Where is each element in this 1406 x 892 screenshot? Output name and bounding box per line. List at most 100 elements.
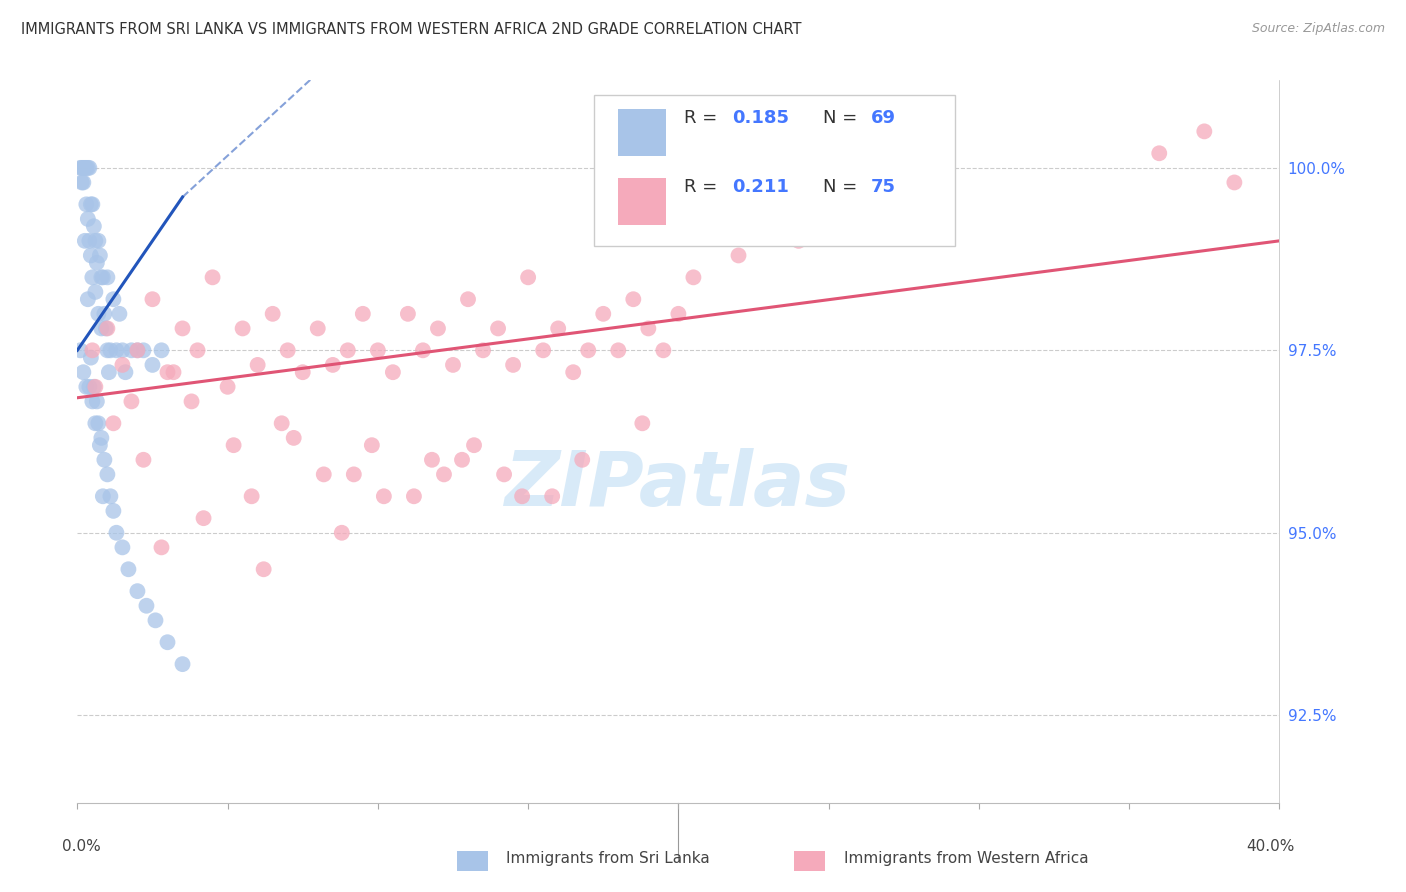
Point xyxy=(637,321,659,335)
Point xyxy=(848,161,870,175)
Point xyxy=(402,489,425,503)
Point xyxy=(457,292,479,306)
Point xyxy=(427,321,450,335)
Point xyxy=(79,234,101,248)
Point xyxy=(451,452,474,467)
Text: 0.0%: 0.0% xyxy=(62,839,101,855)
Point xyxy=(90,321,112,335)
Point xyxy=(312,467,335,482)
Point xyxy=(607,343,630,358)
Point xyxy=(96,321,118,335)
Point xyxy=(80,351,103,365)
Point xyxy=(352,307,374,321)
Point xyxy=(69,343,91,358)
Point xyxy=(127,584,149,599)
FancyBboxPatch shape xyxy=(619,178,666,225)
Point xyxy=(120,394,142,409)
Point xyxy=(75,380,97,394)
Point xyxy=(114,365,136,379)
Point xyxy=(135,599,157,613)
Point xyxy=(97,365,120,379)
Point xyxy=(87,307,110,321)
Point xyxy=(70,176,93,190)
Point xyxy=(84,417,107,431)
Point xyxy=(100,489,122,503)
Point xyxy=(150,343,173,358)
Point xyxy=(307,321,329,335)
Point xyxy=(1223,176,1246,190)
Point xyxy=(193,511,215,525)
Point xyxy=(343,467,366,482)
Text: R =: R = xyxy=(685,109,724,128)
Point xyxy=(186,343,209,358)
Text: Source: ZipAtlas.com: Source: ZipAtlas.com xyxy=(1251,22,1385,36)
Point xyxy=(90,270,112,285)
Point xyxy=(502,358,524,372)
Point xyxy=(94,321,117,335)
Point xyxy=(571,452,593,467)
Point xyxy=(156,635,179,649)
Point xyxy=(141,358,163,372)
Point xyxy=(132,452,155,467)
Point xyxy=(75,197,97,211)
Point xyxy=(79,161,101,175)
Point xyxy=(517,270,540,285)
Point xyxy=(80,248,103,262)
Point xyxy=(111,541,134,555)
Point xyxy=(70,161,93,175)
Point xyxy=(547,321,569,335)
Point xyxy=(787,234,810,248)
Point xyxy=(240,489,263,503)
Point xyxy=(108,307,131,321)
Text: Immigrants from Sri Lanka: Immigrants from Sri Lanka xyxy=(506,851,710,865)
FancyBboxPatch shape xyxy=(595,95,955,246)
Point xyxy=(253,562,276,576)
Point xyxy=(84,234,107,248)
Point xyxy=(96,467,118,482)
Point xyxy=(91,270,114,285)
Point xyxy=(84,380,107,394)
Point xyxy=(120,343,142,358)
Point xyxy=(132,343,155,358)
Text: ZIPatlas: ZIPatlas xyxy=(505,448,852,522)
Point xyxy=(336,343,359,358)
Point xyxy=(150,541,173,555)
Text: 0.185: 0.185 xyxy=(733,109,790,128)
Point xyxy=(87,417,110,431)
Point xyxy=(330,525,353,540)
Text: 0.211: 0.211 xyxy=(733,178,789,196)
Point xyxy=(141,292,163,306)
Point xyxy=(412,343,434,358)
Point xyxy=(180,394,202,409)
Point xyxy=(576,343,599,358)
Point xyxy=(621,292,644,306)
Point xyxy=(83,219,105,234)
Point xyxy=(105,343,128,358)
Text: IMMIGRANTS FROM SRI LANKA VS IMMIGRANTS FROM WESTERN AFRICA 2ND GRADE CORRELATIO: IMMIGRANTS FROM SRI LANKA VS IMMIGRANTS … xyxy=(21,22,801,37)
Point xyxy=(420,452,443,467)
Text: Immigrants from Western Africa: Immigrants from Western Africa xyxy=(844,851,1088,865)
Point xyxy=(89,438,111,452)
Point xyxy=(360,438,382,452)
Point xyxy=(1194,124,1216,138)
Point xyxy=(682,270,704,285)
Text: N =: N = xyxy=(823,178,863,196)
Point xyxy=(96,343,118,358)
Point xyxy=(652,343,675,358)
Point xyxy=(82,394,104,409)
Point xyxy=(100,343,122,358)
Point xyxy=(433,467,456,482)
Point xyxy=(1149,146,1171,161)
Point xyxy=(367,343,389,358)
Point xyxy=(103,292,125,306)
Point xyxy=(222,438,245,452)
Point xyxy=(83,380,105,394)
Point xyxy=(381,365,404,379)
Point xyxy=(541,489,564,503)
Point xyxy=(262,307,284,321)
Point xyxy=(631,417,654,431)
Point xyxy=(76,292,98,306)
Point xyxy=(111,343,134,358)
Point xyxy=(396,307,419,321)
Point xyxy=(322,358,344,372)
